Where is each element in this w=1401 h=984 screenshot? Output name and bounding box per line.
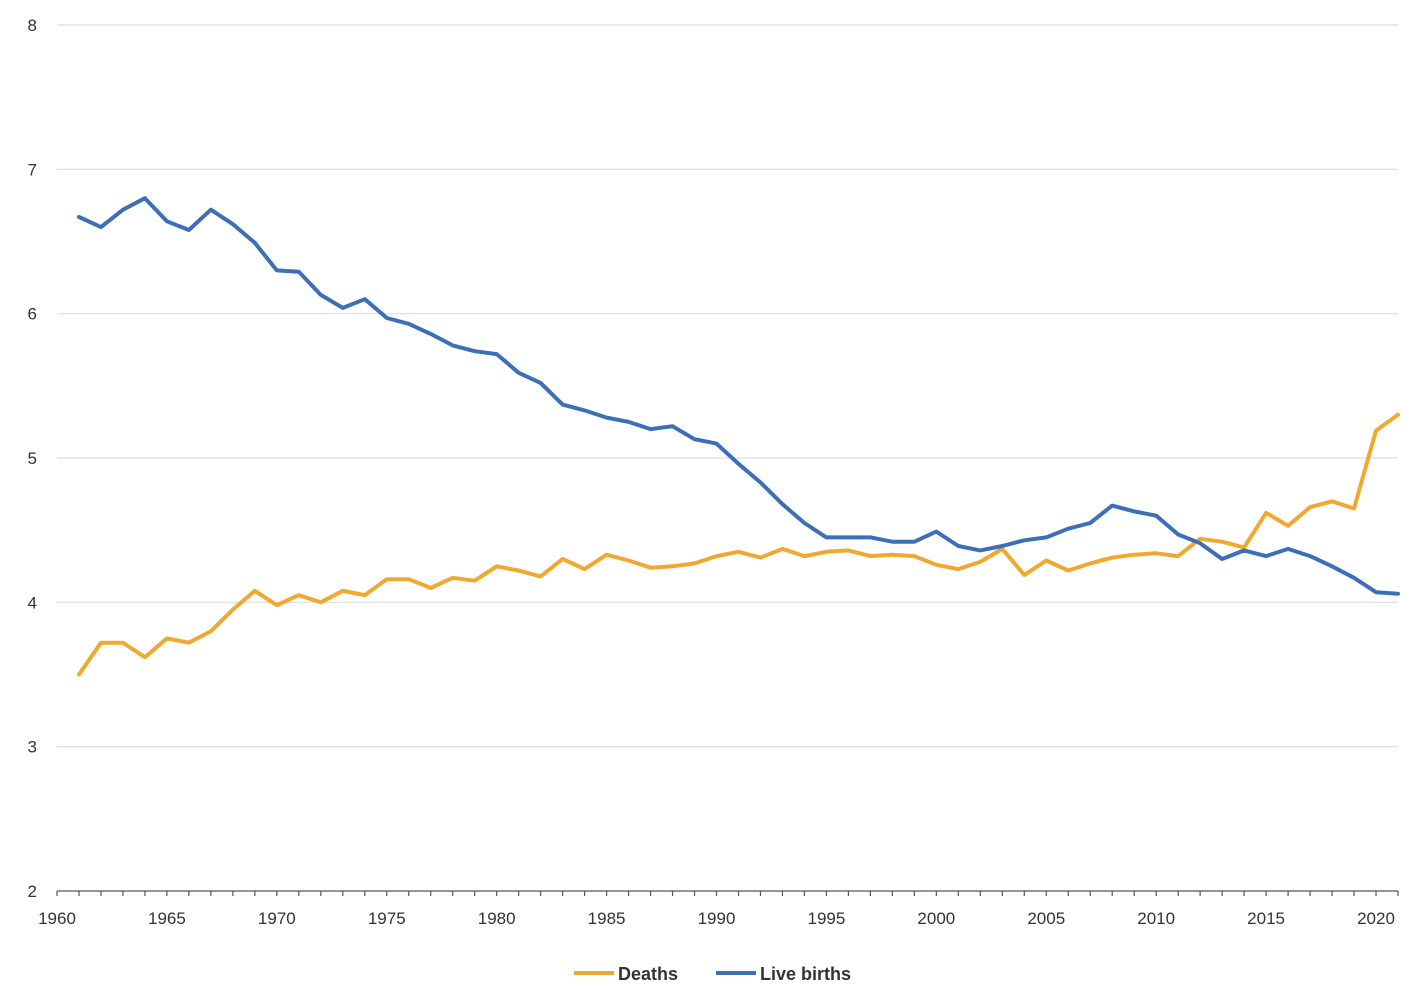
y-tick-label: 2 (28, 882, 37, 901)
legend-label: Live births (760, 964, 851, 984)
y-axis-tick-labels: 2 3 4 5 6 7 8 (28, 16, 37, 901)
y-tick-label: 3 (28, 738, 37, 757)
x-tick-label: 1970 (258, 909, 296, 928)
x-tick-label: 1985 (588, 909, 626, 928)
x-tick-label: 2015 (1247, 909, 1285, 928)
x-tick-label: 2010 (1137, 909, 1175, 928)
x-tick-label: 2000 (917, 909, 955, 928)
series-line-deaths (77, 412, 1400, 677)
series-lines (77, 196, 1400, 677)
legend: Deaths Live births (574, 964, 851, 984)
x-tick-label: 1975 (368, 909, 406, 928)
y-tick-label: 7 (28, 160, 37, 179)
x-tick-label: 1990 (698, 909, 736, 928)
legend-label: Deaths (618, 964, 678, 984)
x-axis: 1960 1965 1970 1975 1980 1985 1990 1995 2000 2005… (38, 890, 1399, 928)
y-tick-label: 5 (28, 449, 37, 468)
x-tick-label: 2020 (1357, 909, 1395, 928)
x-tick-label: 1995 (808, 909, 846, 928)
x-tick-label: 1980 (478, 909, 516, 928)
y-tick-label: 6 (28, 305, 37, 324)
x-tick-label: 1965 (148, 909, 186, 928)
series-line-live-births (77, 196, 1400, 596)
y-tick-label: 8 (28, 16, 37, 35)
x-tick-label: 2005 (1027, 909, 1065, 928)
x-tick-label: 1960 (38, 909, 76, 928)
y-tick-label: 4 (28, 593, 37, 612)
gridlines (57, 24, 1398, 748)
